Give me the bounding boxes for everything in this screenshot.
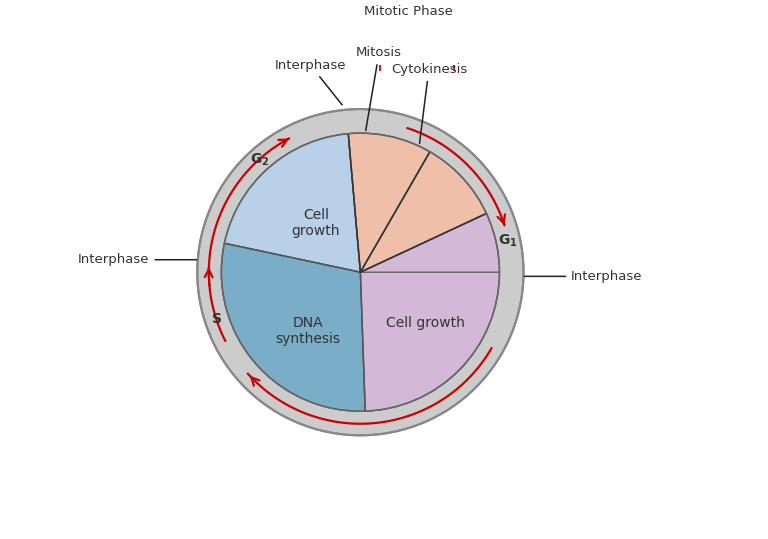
Text: Interphase: Interphase [78, 253, 197, 266]
Wedge shape [360, 272, 499, 411]
Text: $\mathbf{G_2}$: $\mathbf{G_2}$ [250, 151, 269, 168]
Wedge shape [348, 133, 430, 272]
Circle shape [221, 133, 499, 411]
Text: Mitosis: Mitosis [356, 46, 402, 130]
Text: Interphase: Interphase [275, 59, 346, 105]
Text: Mitotic Phase: Mitotic Phase [364, 5, 452, 18]
Circle shape [197, 109, 524, 436]
Wedge shape [360, 213, 499, 272]
Text: Cytokinesis: Cytokinesis [391, 63, 467, 143]
Text: $\mathbf{S}$: $\mathbf{S}$ [211, 312, 222, 326]
Wedge shape [221, 243, 366, 411]
Text: Interphase: Interphase [525, 270, 643, 283]
Text: $\mathbf{G_1}$: $\mathbf{G_1}$ [498, 233, 518, 249]
Text: Cell
growth: Cell growth [292, 208, 340, 238]
Wedge shape [224, 134, 360, 272]
Text: Formation
of 2 daughter
cells: Formation of 2 daughter cells [0, 538, 1, 539]
Wedge shape [360, 152, 486, 272]
Text: DNA
synthesis: DNA synthesis [275, 316, 340, 346]
Text: Cell growth: Cell growth [386, 316, 465, 330]
